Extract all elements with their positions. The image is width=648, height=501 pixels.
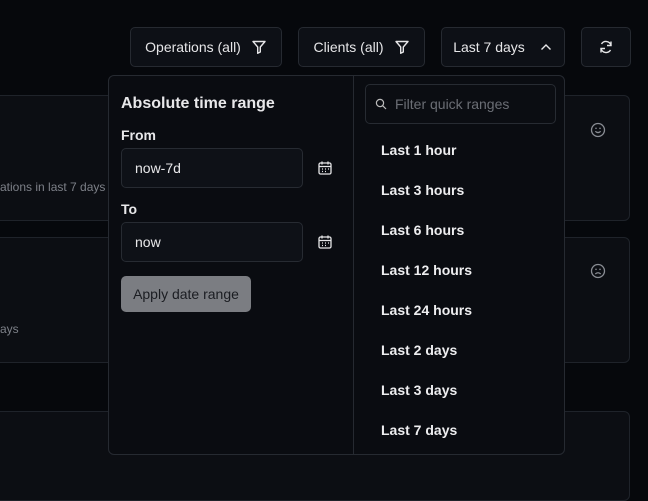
- button-label: Clients (all): [313, 39, 384, 55]
- range-picker[interactable]: Last 7 days: [441, 27, 565, 67]
- quick-range-item[interactable]: Last 2 days: [381, 342, 458, 358]
- quick-range-item[interactable]: Last 24 hours: [381, 302, 473, 318]
- card-text: ations in last 7 days: [0, 180, 106, 194]
- clients-filter[interactable]: Clients (all): [298, 27, 425, 67]
- smile-icon: [590, 122, 606, 138]
- quick-filter-input[interactable]: Filter quick ranges: [365, 84, 556, 124]
- divider: [353, 76, 354, 454]
- placeholder: Filter quick ranges: [395, 96, 510, 112]
- calendar-icon[interactable]: [317, 160, 333, 176]
- refresh-button[interactable]: [581, 27, 631, 67]
- page: ations in last 7 days ays Operations (al…: [0, 27, 631, 501]
- quick-range-item[interactable]: Last 3 days: [381, 382, 458, 398]
- refresh-icon: [600, 40, 612, 54]
- filter-icon: [252, 40, 266, 54]
- chevron-up: [540, 44, 551, 50]
- to-input[interactable]: now: [121, 222, 303, 262]
- operations-filter[interactable]: Operations (all): [130, 27, 282, 67]
- button-label: Operations (all): [145, 39, 241, 55]
- to-label: To: [121, 201, 138, 217]
- quick-range-item[interactable]: Last 6 hours: [381, 222, 465, 238]
- quick-range-item[interactable]: Last 1 hour: [381, 142, 457, 158]
- frown-icon: [590, 263, 606, 279]
- button-label: Last 7 days: [453, 39, 525, 55]
- from-label: From: [121, 127, 156, 143]
- calendar-icon[interactable]: [317, 234, 333, 250]
- filter-icon: [394, 40, 409, 54]
- card-text: ays: [0, 322, 19, 336]
- quick-range-item[interactable]: Last 7 days: [381, 422, 458, 438]
- section-title: Absolute time range: [121, 95, 275, 112]
- search-icon: [375, 98, 387, 110]
- quick-range-item[interactable]: Last 12 hours: [381, 262, 473, 278]
- from-input[interactable]: now-7d: [121, 148, 303, 188]
- quick-range-item[interactable]: Last 3 hours: [381, 182, 465, 198]
- apply-button[interactable]: Apply date range: [121, 276, 251, 312]
- time-range-popover: Absolute time range From now-7d To now A…: [108, 75, 565, 455]
